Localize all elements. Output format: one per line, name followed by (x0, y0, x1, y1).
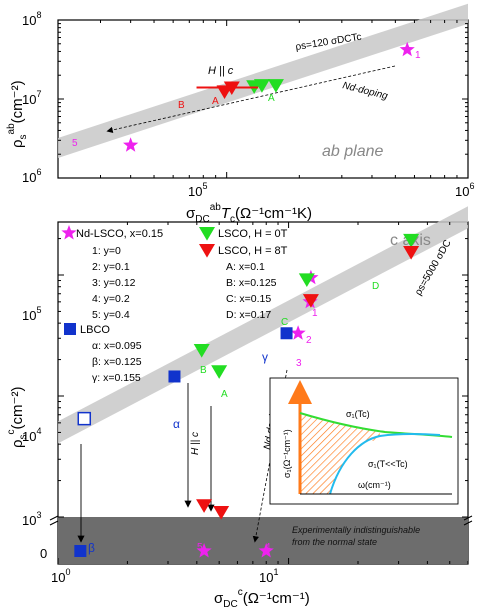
bottom-point-0-3 (196, 543, 212, 558)
bottom-correlation-band (58, 206, 468, 444)
legend-lsco-0T: LSCO, H = 0T (218, 228, 288, 240)
legend-lsco-item-A: A: x=0.1 (226, 261, 265, 273)
top-point-1-1 (267, 79, 284, 93)
top-plot-frame (57, 19, 469, 179)
legend-nd-item-2: 2: y=0.1 (92, 261, 130, 273)
bottom-label-A: A (221, 389, 228, 400)
top-points (123, 41, 415, 152)
bottom-label-alpha: α (173, 417, 180, 431)
bottom-point-2-0 (196, 499, 213, 513)
bottom-ytick-1e5: 105 (22, 305, 41, 323)
bottom-point-0-2 (290, 325, 306, 340)
legend: Nd-LSCO, x=0.15 1: y=0 2: y=0.1 3: y=0.1… (61, 225, 288, 384)
inset-x-label: ω(cm⁻¹) (358, 480, 391, 490)
bottom-ytick-0: 0 (40, 546, 47, 561)
legend-marker-nd (61, 225, 77, 240)
bottom-field-label: H || c (190, 432, 201, 455)
top-ytick-1e6: 106 (22, 167, 41, 185)
legend-nd-item-3: 3: y=0.12 (92, 277, 136, 289)
axis-break-left (49, 515, 59, 526)
bottom-point-3-3 (77, 411, 92, 426)
bottom-label-gamma: γ (262, 350, 268, 364)
bottom-point-2-3 (403, 245, 420, 260)
top-point-2-0 (223, 81, 240, 96)
inset-curve-Tc-label: σ₁(Tc) (346, 409, 370, 419)
bottom-point-1-3 (403, 233, 420, 248)
legend-markers (61, 225, 215, 335)
bottom-point-3-2 (280, 327, 293, 340)
normal-state-text-2: from the normal state (292, 537, 377, 547)
top-label-5: 5 (72, 138, 78, 149)
top-label-A-green: A (268, 93, 275, 104)
legend-lbco-item-2: β: x=0.125 (92, 356, 142, 368)
bottom-point-1-0 (211, 365, 228, 379)
top-plane-label: ab plane (322, 143, 383, 160)
bottom-point-1-2 (298, 273, 315, 287)
legend-lbco-item-1: α: x=0.095 (92, 340, 142, 352)
top-ytick-1e7: 107 (22, 89, 41, 107)
top-label-A-red: A (212, 96, 219, 107)
inset-curve-lowT (329, 433, 441, 495)
bottom-panel: Experimentally indistinguishable from th… (6, 206, 473, 609)
normal-state-text-1: Experimentally indistinguishable (292, 525, 420, 535)
axis-break-right (463, 515, 473, 526)
top-ticks (57, 20, 468, 179)
bottom-ytick-1e4: 104 (22, 426, 41, 444)
top-field-label: H || c (208, 65, 234, 77)
top-nd-doping-arrow (106, 65, 396, 134)
top-ytick-1e8: 108 (22, 10, 41, 28)
inset-curve-lowT-label: σ₁(T<<Tc) (368, 459, 408, 469)
bottom-label-beta: β (88, 541, 95, 555)
top-point-0-1 (123, 137, 139, 152)
bottom-xtick-1e0: 100 (51, 567, 70, 585)
bottom-label-C: C (281, 317, 288, 328)
top-x-axis-label: σDCabTc(Ω⁻¹cm⁻¹K) (186, 202, 312, 225)
bottom-point-1-1 (193, 343, 210, 358)
bottom-label-3: 3 (296, 358, 302, 369)
bottom-points (74, 233, 420, 558)
legend-nd-item-1: 1: y=0 (92, 245, 121, 257)
bottom-y-axis-label: ρsc(cm⁻²) (6, 387, 29, 448)
top-point-2-1 (216, 85, 233, 99)
inset-y-label: σ₁(Ω⁻¹cm⁻¹) (282, 429, 292, 478)
legend-lbco-title: LBCO (80, 324, 110, 336)
legend-lsco-item-C: C: x=0.15 (226, 293, 271, 305)
bottom-ticks (57, 222, 469, 564)
top-xtick-1e5: 105 (188, 181, 207, 199)
legend-marker-lbco (64, 323, 76, 335)
legend-lsco-item-B: B: x=0.125 (226, 277, 277, 289)
bottom-point-2-1 (213, 505, 230, 520)
bottom-label-2: 2 (306, 335, 312, 346)
bottom-point-3-1 (74, 545, 87, 557)
inset-hatched-area (300, 414, 380, 494)
bottom-label-1: 1 (312, 308, 318, 319)
legend-nd-item-5: 5: y=0.4 (92, 309, 130, 321)
legend-nd-item-4: 4: y=0.2 (92, 293, 130, 305)
top-point-0-0 (399, 41, 415, 57)
top-label-1: 1 (415, 50, 421, 61)
bottom-ytick-1e3: 103 (22, 510, 41, 528)
bottom-point-2-2 (302, 294, 319, 308)
bottom-label-B: B (200, 365, 207, 376)
legend-lsco-8T: LSCO, H = 8T (218, 245, 288, 257)
bottom-xtick-1e1: 101 (259, 567, 278, 585)
bottom-band (58, 206, 468, 444)
legend-marker-lsco-0T (199, 227, 215, 241)
legend-lbco-item-3: γ: x=0.155 (92, 372, 141, 384)
legend-lsco-item-D: D: x=0.17 (226, 309, 271, 321)
bottom-label-D: D (372, 281, 379, 292)
legend-nd-title: Nd-LSCO, x=0.15 (76, 228, 163, 240)
top-y-axis-label: ρsab(cm⁻²) (6, 80, 29, 148)
inset: σ₁(Ω⁻¹cm⁻¹) ω(cm⁻¹) σ₁(Tc) σ₁(T<<Tc) (269, 377, 459, 505)
top-xtick-1e6: 106 (455, 181, 474, 199)
bottom-label-4: 4 (265, 542, 271, 553)
bottom-point-0-4 (258, 543, 274, 558)
bottom-label-5: 5 (197, 542, 203, 553)
top-label-B-red: B (178, 100, 185, 111)
bottom-x-axis-label: σDCc(Ω⁻¹cm⁻¹) (214, 587, 310, 609)
top-panel: 106 107 108 105 106 ρsab(cm⁻²) σDCabTc(Ω… (6, 3, 474, 225)
bottom-point-3-0 (168, 370, 181, 383)
legend-marker-lsco-8T (199, 244, 215, 258)
